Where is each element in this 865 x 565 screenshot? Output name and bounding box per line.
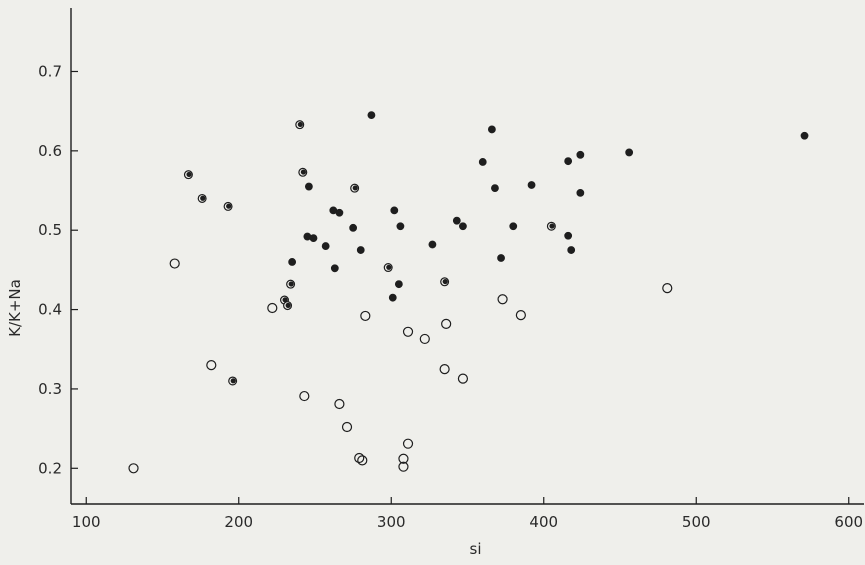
- data-point-filled: [576, 189, 585, 197]
- data-point-filled: [349, 223, 358, 232]
- y-tick-label: 0.5: [38, 221, 62, 239]
- x-tick-label: 500: [682, 513, 711, 531]
- data-point-half-filled: [223, 201, 233, 211]
- y-tick-label: 0.7: [38, 62, 62, 80]
- data-point-half-filled: [350, 183, 360, 193]
- data-point-filled: [527, 181, 536, 189]
- x-tick-label: 100: [72, 513, 101, 531]
- x-tick-label: 300: [377, 513, 406, 531]
- data-point-filled: [335, 208, 344, 217]
- data-point-open: [402, 438, 414, 449]
- data-point-filled: [330, 264, 339, 273]
- data-point-half-filled: [295, 120, 305, 130]
- data-point-open: [419, 333, 430, 345]
- data-point-half-filled: [183, 170, 193, 180]
- data-point-open: [206, 360, 217, 371]
- data-point-filled: [304, 182, 313, 191]
- data-point-filled: [452, 216, 461, 225]
- data-point-filled: [491, 184, 499, 193]
- data-point-open: [169, 258, 180, 269]
- y-tick-label: 0.4: [38, 301, 62, 319]
- data-point-half-filled: [440, 277, 450, 287]
- data-point-filled: [309, 234, 318, 243]
- data-point-filled: [478, 158, 487, 166]
- data-point-open: [357, 455, 368, 466]
- data-point-filled: [576, 150, 585, 159]
- x-tick-label: 400: [529, 513, 558, 531]
- data-point-open: [267, 302, 278, 314]
- data-point-filled: [288, 258, 297, 266]
- tick-group: 100 200 300 400 500 600 0.2 0.3 0.4 0.5 0.6 0.7: [38, 62, 863, 531]
- data-point-open: [354, 452, 365, 464]
- data-point-filled: [564, 231, 573, 240]
- data-point-filled: [428, 240, 437, 249]
- x-axis-label: si: [470, 540, 482, 558]
- y-tick-label: 0.3: [38, 380, 62, 398]
- data-point-open: [128, 463, 139, 474]
- data-point-open: [497, 294, 508, 305]
- data-point-filled: [497, 254, 505, 262]
- y-tick-label: 0.6: [38, 142, 62, 160]
- data-point-filled: [509, 222, 518, 231]
- y-axis-label: K/K+Na: [6, 279, 24, 337]
- data-point-filled: [487, 125, 496, 134]
- data-point-open: [360, 310, 371, 322]
- data-point-half-filled: [283, 301, 293, 311]
- data-point-open: [457, 373, 469, 384]
- data-point-open: [441, 318, 452, 329]
- data-point-half-filled: [546, 221, 556, 231]
- data-point-filled: [396, 222, 405, 231]
- data-point-filled: [390, 206, 399, 215]
- data-point-half-filled: [298, 167, 308, 177]
- y-tick-label: 0.2: [38, 459, 62, 477]
- data-point-open: [341, 421, 353, 433]
- data-point-open: [398, 461, 409, 472]
- data-point-open: [515, 310, 526, 321]
- data-point-filled: [567, 246, 576, 254]
- data-point-half-filled: [383, 263, 393, 273]
- data-point-filled: [625, 148, 634, 157]
- data-point-half-filled: [197, 193, 207, 203]
- data-point-open: [334, 398, 345, 410]
- data-point-filled: [367, 111, 376, 120]
- x-tick-label: 200: [224, 513, 253, 531]
- data-point-filled: [356, 246, 365, 254]
- data-point-open: [299, 390, 310, 402]
- data-point-half-filled: [286, 279, 296, 289]
- data-point-open: [398, 453, 409, 464]
- data-point-open: [662, 283, 673, 294]
- data-point-open: [439, 363, 450, 375]
- x-tick-label: 600: [834, 513, 863, 531]
- data-point-filled: [388, 293, 397, 302]
- data-point-filled: [321, 242, 330, 250]
- data-points: [128, 111, 809, 474]
- data-point-open: [402, 326, 414, 337]
- data-point-filled: [459, 222, 467, 231]
- data-point-half-filled: [228, 376, 238, 386]
- data-point-filled: [394, 280, 403, 289]
- data-point-filled: [800, 131, 809, 140]
- data-point-filled: [564, 157, 573, 166]
- axes: [70, 8, 864, 505]
